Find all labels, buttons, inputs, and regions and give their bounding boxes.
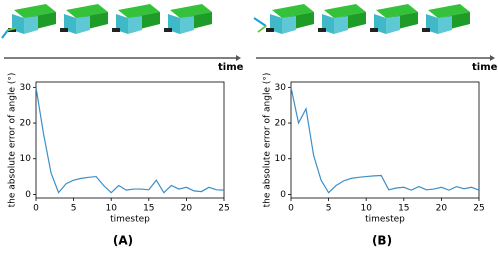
illustrations bbox=[1, 4, 470, 39]
x-tick-label: 25 bbox=[473, 204, 484, 214]
x-tick-label: 10 bbox=[105, 204, 117, 214]
y-tick-label: 0 bbox=[25, 190, 31, 200]
x-tick-label: 25 bbox=[218, 204, 229, 214]
y-tick-label: 20 bbox=[20, 119, 32, 129]
y-tick-label: 30 bbox=[20, 83, 32, 93]
y-tick-label: 30 bbox=[275, 83, 287, 93]
y-tick-label: 0 bbox=[280, 190, 286, 200]
y-axis-label: the absolute error of angle (°) bbox=[263, 73, 273, 208]
x-tick-label: 0 bbox=[288, 204, 294, 214]
y-tick-label: 10 bbox=[20, 154, 32, 164]
time-label: time bbox=[472, 62, 498, 73]
x-tick-label: 5 bbox=[71, 204, 77, 214]
x-tick-label: 20 bbox=[436, 204, 448, 214]
panel-label: (B) bbox=[372, 234, 392, 248]
y-tick-label: 10 bbox=[275, 154, 287, 164]
y-tick-label: 20 bbox=[275, 119, 287, 129]
panel-label: (A) bbox=[113, 234, 133, 248]
x-tick-label: 5 bbox=[326, 204, 332, 214]
line bbox=[35, 87, 225, 194]
time-label: time bbox=[218, 62, 244, 73]
plot-frame bbox=[290, 81, 480, 199]
y-axis-label: the absolute error of angle (°) bbox=[8, 73, 18, 208]
x-tick-label: 0 bbox=[33, 204, 39, 214]
x-tick-label: 15 bbox=[143, 204, 154, 214]
x-tick-label: 20 bbox=[181, 204, 193, 214]
x-tick-label: 10 bbox=[360, 204, 372, 214]
line bbox=[290, 87, 480, 194]
time-arrows: time time bbox=[4, 55, 498, 73]
x-tick-label: 15 bbox=[398, 204, 409, 214]
x-axis-label: timestep bbox=[110, 215, 150, 225]
plot-frame bbox=[35, 81, 225, 199]
x-axis-label: timestep bbox=[365, 215, 405, 225]
